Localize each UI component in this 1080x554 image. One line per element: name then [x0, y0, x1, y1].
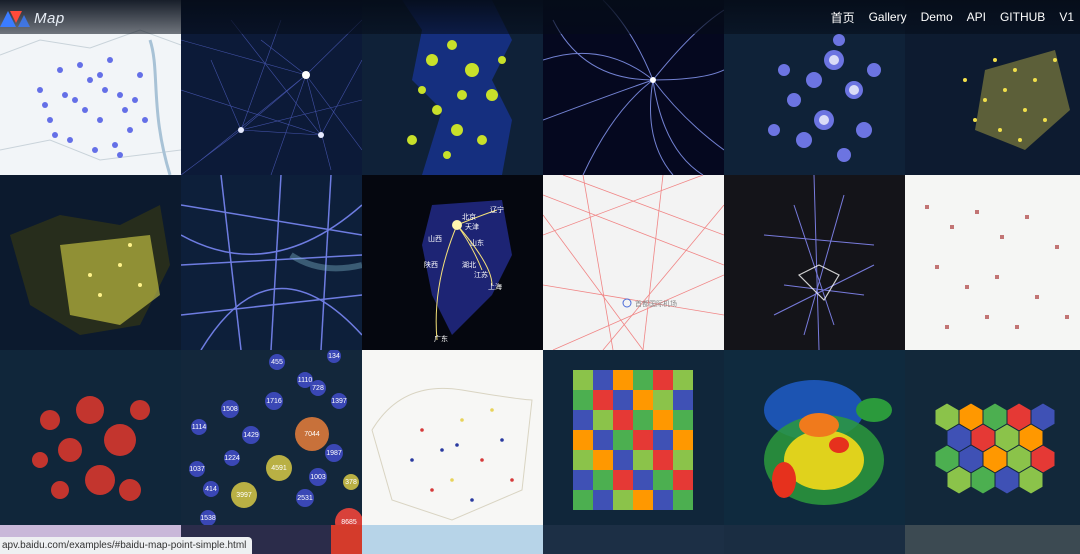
- gallery-tile-point-density[interactable]: [0, 175, 181, 350]
- province-label: 上海: [488, 282, 502, 291]
- gallery-tile-partial-3[interactable]: [362, 525, 543, 554]
- province-label: 山东: [470, 238, 484, 247]
- cluster-bubble[interactable]: [265, 392, 283, 410]
- cluster-count: 1716: [266, 398, 282, 405]
- cluster-count: 8685: [341, 519, 357, 525]
- cluster-bubble[interactable]: [343, 474, 359, 490]
- logo-text: Map: [34, 9, 65, 27]
- cluster-count: 728: [312, 385, 324, 392]
- gallery-tile-red-roads[interactable]: 首都国际机场: [543, 175, 724, 350]
- cluster-count: 1037: [189, 466, 205, 473]
- gallery-tile-red-bubbles[interactable]: [0, 350, 181, 525]
- cluster-bubble[interactable]: [231, 482, 257, 508]
- nav-gallery[interactable]: Gallery: [868, 10, 907, 24]
- gallery-tile-partial-4[interactable]: [543, 525, 724, 554]
- cluster-count: 1114: [192, 424, 207, 431]
- cluster-count: 1508: [222, 406, 238, 413]
- cluster-bubble[interactable]: [242, 426, 260, 444]
- cluster-bubble[interactable]: [331, 393, 347, 409]
- gallery-tile-cluster[interactable]: 455 134 1110 728 1716 1397 1508 1114 142…: [181, 350, 362, 525]
- cluster-bubble[interactable]: [224, 450, 240, 466]
- province-label: 辽宁: [490, 205, 504, 214]
- gallery-tile-purple-roads[interactable]: [724, 175, 905, 350]
- cluster-count: 1003: [310, 474, 326, 481]
- cluster-bubble[interactable]: [200, 510, 216, 525]
- cluster-count: 2531: [297, 495, 313, 502]
- airport-label: 首都国际机场: [635, 299, 677, 308]
- cluster-bubble[interactable]: [191, 419, 207, 435]
- nav-api[interactable]: API: [966, 10, 986, 24]
- cluster-count: 134: [328, 353, 340, 360]
- cluster-count: 1224: [224, 455, 240, 462]
- gallery-tile-road-network[interactable]: [181, 175, 362, 350]
- nav-home[interactable]: 首页: [830, 10, 855, 25]
- cluster-count: 1538: [200, 515, 216, 522]
- cluster-bubble[interactable]: [309, 468, 327, 486]
- top-navbar: Map 首页 Gallery Demo API GITHUB V1: [0, 0, 1080, 34]
- cluster-bubble[interactable]: [295, 417, 329, 451]
- nav-version[interactable]: V1: [1059, 10, 1074, 24]
- cluster-count: 455: [271, 359, 283, 366]
- cluster-count: 414: [205, 486, 217, 493]
- cluster-count: 1110: [298, 377, 313, 384]
- cluster-count: 1429: [243, 432, 259, 439]
- province-label: 山西: [428, 234, 442, 243]
- cluster-bubble[interactable]: [221, 400, 239, 418]
- gallery-tile-hexbin[interactable]: [905, 350, 1080, 525]
- cluster-bubble[interactable]: [266, 455, 292, 481]
- nav-demo[interactable]: Demo: [920, 10, 953, 24]
- gallery-tile-partial-6[interactable]: [905, 525, 1080, 554]
- province-label: 天津: [465, 223, 479, 231]
- cluster-count: 7044: [304, 431, 320, 438]
- province-label: 江苏: [474, 270, 488, 279]
- status-bar-url: apv.baidu.com/examples/#baidu-map-point-…: [0, 537, 253, 554]
- gallery-tile-scatter-china[interactable]: [362, 350, 543, 525]
- logo[interactable]: Map: [0, 4, 65, 32]
- province-label: 湖北: [462, 260, 476, 269]
- province-label: 北京: [462, 212, 476, 221]
- cluster-bubble[interactable]: [297, 372, 313, 388]
- cluster-bubble[interactable]: [335, 508, 362, 525]
- cluster-count: 3997: [236, 492, 252, 499]
- cluster-bubble[interactable]: [296, 489, 314, 507]
- gallery-tile-partial-5[interactable]: [724, 525, 905, 554]
- cluster-count: 378: [345, 479, 357, 486]
- mapv-logo-icon: [0, 11, 30, 27]
- nav-github[interactable]: GITHUB: [999, 10, 1046, 24]
- cluster-bubble[interactable]: [310, 380, 326, 396]
- cluster-bubble[interactable]: [269, 354, 285, 370]
- cluster-bubble[interactable]: [203, 481, 219, 497]
- cluster-count: 1397: [331, 398, 347, 405]
- cluster-bubble[interactable]: [327, 350, 341, 363]
- gallery-tile-heatmap[interactable]: [724, 350, 905, 525]
- cluster-count: 1987: [326, 450, 342, 457]
- gallery-tile-migration[interactable]: 辽宁 北京 天津 山西 山东 陕西 湖北 江苏 上海 广东: [362, 175, 543, 350]
- cluster-bubble[interactable]: [325, 444, 343, 462]
- province-label: 广东: [434, 334, 448, 343]
- gallery-tile-grid-heat[interactable]: [543, 350, 724, 525]
- cluster-count: 4591: [271, 465, 287, 472]
- cluster-bubble[interactable]: [189, 461, 205, 477]
- province-label: 陕西: [424, 260, 438, 269]
- main-nav: 首页 Gallery Demo API GITHUB V1: [817, 0, 1074, 34]
- gallery-tile-red-points[interactable]: [905, 175, 1080, 350]
